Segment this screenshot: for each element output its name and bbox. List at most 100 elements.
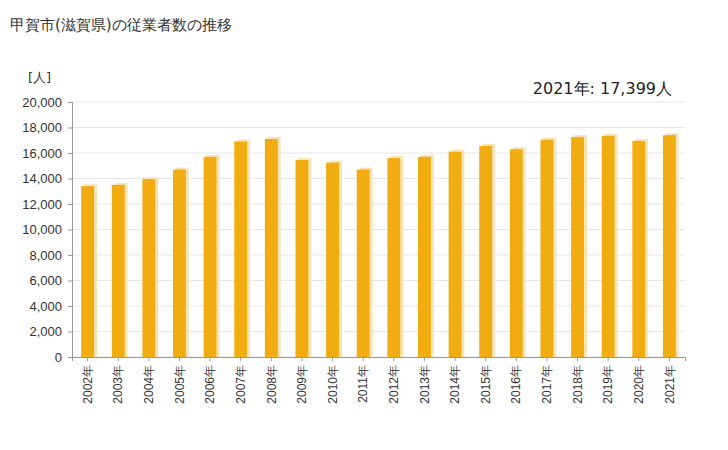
x-tick-label: 2014年 [448, 365, 462, 404]
x-tick-mark [577, 357, 578, 361]
y-tick: 14,000 [22, 171, 72, 186]
bar [479, 146, 492, 357]
x-axis: 2002年 2003年 2004年 2005年 2006年 2007年 2008年 2009年… [73, 357, 686, 404]
x-tick-label: 2010年 [326, 365, 340, 404]
x-tick: 2011年 [356, 357, 370, 403]
x-tick-mark [485, 357, 486, 361]
y-tick: 16,000 [22, 146, 72, 161]
grid-line [72, 255, 685, 256]
y-tick-label: 6,000 [29, 273, 62, 288]
x-tick-label: 2009年 [295, 365, 309, 404]
y-tick-label: 10,000 [22, 222, 62, 237]
x-tick-label: 2006年 [203, 365, 217, 404]
x-axis-line [73, 358, 686, 362]
y-tick: 6,000 [29, 273, 72, 288]
y-tick-mark [68, 306, 72, 307]
grid-line [72, 178, 685, 179]
y-tick-mark [68, 357, 72, 358]
y-tick-label: 0 [55, 350, 62, 365]
grid-line [72, 127, 685, 128]
x-tick: 2021年 [663, 357, 677, 404]
bar [81, 186, 94, 357]
bar [540, 140, 553, 357]
y-tick-label: 18,000 [22, 120, 62, 135]
grid-line [72, 331, 685, 332]
x-tick-mark [87, 357, 88, 361]
y-tick-mark [68, 153, 72, 154]
y-tick-mark [68, 332, 72, 333]
y-tick-label: 2,000 [29, 324, 62, 339]
bar [326, 163, 339, 357]
annotation: 2021年: 17,399人 [533, 79, 672, 98]
x-tick-mark [546, 357, 547, 361]
x-tick-label: 2019年 [601, 365, 615, 404]
y-tick-label: 20,000 [22, 95, 62, 110]
x-tick: 2014年 [448, 357, 462, 404]
x-tick: 2016年 [509, 357, 523, 404]
y-tick-label: 8,000 [29, 248, 62, 263]
x-tick-label: 2004年 [142, 365, 156, 404]
x-tick: 2007年 [234, 357, 248, 404]
x-tick-label: 2008年 [265, 365, 279, 404]
x-tick: 2012年 [387, 357, 401, 404]
x-tick: 2003年 [111, 357, 125, 404]
bar [663, 135, 676, 357]
x-tick-label: 2003年 [111, 365, 125, 404]
y-tick: 12,000 [22, 197, 72, 212]
x-tick-label: 2021年 [663, 365, 677, 404]
y-tick-label: 4,000 [29, 299, 62, 314]
x-tick: 2019年 [601, 357, 615, 404]
x-tick-label: 2015年 [479, 365, 493, 404]
bar [418, 157, 431, 357]
x-tick-mark [393, 357, 394, 361]
y-tick: 8,000 [29, 248, 72, 263]
x-tick-label: 2020年 [632, 365, 646, 404]
x-tick-mark [210, 357, 211, 361]
y-axis: 0 2,000 4,000 6,000 8,000 10,000 12,000 14,000 1… [22, 95, 72, 365]
bar [234, 142, 247, 357]
y-tick-mark [68, 179, 72, 180]
x-tick-mark [118, 357, 119, 361]
x-tick: 2010年 [326, 357, 340, 404]
x-tick-label: 2011年 [356, 365, 370, 403]
x-tick-label: 2017年 [540, 365, 554, 404]
grid-line [72, 204, 685, 205]
x-tick-mark [301, 357, 302, 361]
x-tick-mark [638, 357, 639, 361]
y-tick-mark [68, 281, 72, 282]
y-tick: 18,000 [22, 120, 72, 135]
bar [112, 185, 125, 357]
x-tick: 2015年 [479, 357, 493, 404]
x-tick: 2018年 [571, 357, 585, 404]
x-tick-mark [240, 357, 241, 361]
y-tick-mark [68, 230, 72, 231]
x-tick: 2002年 [81, 357, 95, 404]
x-tick: 2004年 [142, 357, 156, 404]
x-tick-mark [424, 357, 425, 361]
grid-line [72, 229, 685, 230]
bar [265, 139, 278, 357]
bar [173, 170, 186, 357]
bar [632, 141, 645, 357]
plot: 0 2,000 4,000 6,000 8,000 10,000 12,000 14,000 1… [22, 95, 685, 404]
y-axis-line [68, 103, 73, 358]
grid-line [72, 153, 685, 154]
x-tick: 2005年 [173, 357, 187, 404]
x-tick-label: 2007年 [234, 365, 248, 404]
y-tick-label: 14,000 [22, 171, 62, 186]
bar [142, 179, 155, 357]
x-tick-mark [271, 357, 272, 361]
bar [449, 152, 462, 357]
x-tick: 2013年 [418, 357, 432, 404]
x-tick-label: 2018年 [571, 365, 585, 404]
bar [204, 157, 217, 357]
grid-line [72, 306, 685, 307]
title: 甲賀市(滋賀県)の従業者数の推移 [10, 16, 232, 34]
y-tick: 2,000 [29, 324, 72, 339]
x-tick-mark [332, 357, 333, 361]
grid-line [72, 280, 685, 281]
x-tick: 2020年 [632, 357, 646, 404]
x-tick-mark [516, 357, 517, 361]
x-tick-mark [179, 357, 180, 361]
x-tick-label: 2016年 [509, 365, 523, 404]
